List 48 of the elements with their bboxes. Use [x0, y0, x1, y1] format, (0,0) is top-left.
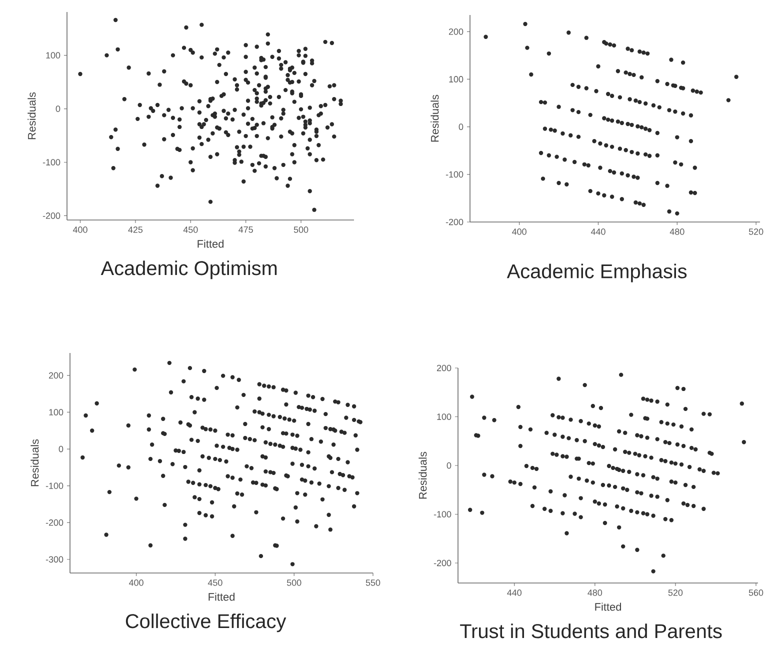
y-axis-title: Residuals — [418, 452, 427, 499]
y-axis-title: Residuals — [28, 92, 36, 140]
x-tick-label: 440 — [507, 590, 522, 596]
y-tick-label: 0 — [56, 106, 60, 112]
y-tick-label: 200 — [48, 372, 64, 379]
x-tick-label: 500 — [294, 226, 308, 233]
x-tick-label: 550 — [366, 580, 380, 586]
y-tick-label: -100 — [42, 159, 60, 166]
y-tick-label: 0 — [458, 124, 464, 130]
text: Academic Emphasis — [506, 264, 687, 282]
x-tick-label: 400 — [72, 226, 88, 233]
text: Collective Efficacy — [126, 614, 286, 632]
y-tick-label: 200 — [436, 364, 452, 372]
x-tick-label: 400 — [129, 580, 144, 586]
x-tick-label: 520 — [748, 228, 764, 235]
text: Academic Optimism — [100, 260, 277, 280]
x-tick-label: 520 — [668, 590, 683, 596]
x-axis-title: Fitted — [208, 592, 235, 601]
y-tick-label: -100 — [434, 511, 452, 518]
x-tick-label: 400 — [512, 228, 526, 235]
x-tick-label: 560 — [748, 590, 764, 596]
x-tick-label: 480 — [588, 590, 602, 596]
y-tick-label: -300 — [46, 556, 64, 563]
x-tick-label: 450 — [183, 226, 198, 233]
y-tick-label: -200 — [446, 218, 464, 226]
y-tick-label: 200 — [448, 28, 464, 35]
y-tick-label: 100 — [437, 414, 452, 420]
y-tick-label: -200 — [434, 560, 452, 566]
y-tick-label: -100 — [46, 482, 64, 489]
y-tick-label: 100 — [46, 52, 60, 58]
y-tick-label: -200 — [42, 212, 60, 219]
y-axis-title: Residuals — [430, 94, 439, 142]
x-tick-label: 480 — [670, 228, 684, 235]
text: Trust in Students and Parents — [460, 624, 722, 638]
y-tick-label: 0 — [446, 462, 452, 469]
x-tick-label: 500 — [286, 580, 302, 586]
x-axis-title: Fitted — [595, 602, 622, 611]
x-axis-title: Fitted — [198, 240, 224, 248]
y-tick-label: -200 — [46, 519, 64, 526]
y-axis-title: Residuals — [30, 439, 39, 486]
y-tick-label: -100 — [446, 171, 464, 178]
y-tick-label: 0 — [58, 446, 64, 452]
y-tick-label: 100 — [49, 409, 64, 416]
x-tick-label: 440 — [590, 228, 606, 235]
x-tick-label: 425 — [128, 226, 143, 233]
x-tick-label: 475 — [238, 226, 253, 233]
y-tick-label: 100 — [449, 76, 464, 82]
x-tick-label: 450 — [208, 580, 222, 586]
